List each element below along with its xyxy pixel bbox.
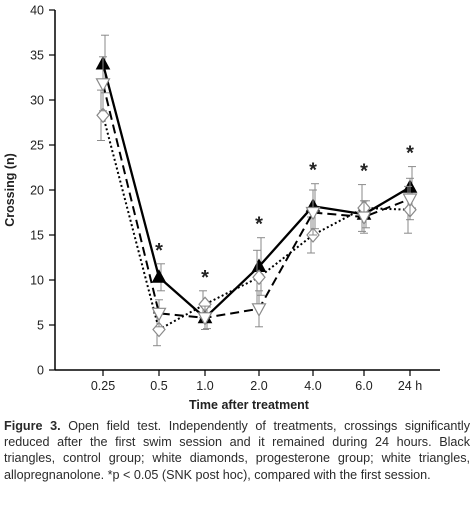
- y-tick-label: 30: [30, 94, 44, 108]
- x-tick-label: 4.0: [304, 379, 321, 393]
- x-tick-label: 0.5: [150, 379, 167, 393]
- data-point-triangle-down: [356, 211, 372, 226]
- data-point-triangle-up: [151, 269, 167, 283]
- x-axis-label: Time after treatment: [189, 398, 310, 412]
- y-axis-label: Crossing (n): [3, 153, 17, 227]
- significance-asterisk: *: [309, 160, 317, 182]
- series-open-triangle-down: [95, 56, 418, 330]
- crossing-line-chart: 0 5 10 15 20 25 30 35 40 0.25 0.5 1.0 2.0 4.0 6.0 24 h…: [3, 4, 440, 412]
- data-point-diamond: [96, 107, 110, 124]
- y-axis-ticks: 0 5 10 15 20 25 30 35 40: [30, 4, 55, 378]
- data-point-triangle-down: [251, 303, 267, 318]
- x-tick-label: 6.0: [355, 379, 372, 393]
- data-point-triangle-down: [402, 193, 418, 208]
- data-point-triangle-down: [305, 206, 321, 221]
- data-point-triangle-down: [151, 307, 167, 322]
- y-tick-label: 25: [30, 139, 44, 153]
- x-tick-label: 24 h: [398, 379, 422, 393]
- data-point-triangle-down: [95, 78, 111, 93]
- x-tick-label: 2.0: [250, 379, 267, 393]
- y-tick-label: 35: [30, 49, 44, 63]
- data-point-triangle-down: [197, 312, 213, 327]
- x-tick-label: 0.25: [91, 379, 115, 393]
- data-point-diamond: [252, 269, 266, 286]
- significance-asterisk: *: [155, 240, 163, 262]
- x-tick-label: 1.0: [196, 379, 213, 393]
- caption-label: Figure 3.: [4, 419, 61, 433]
- y-tick-label: 5: [37, 319, 44, 333]
- figure-caption: Figure 3. Open field test. Independently…: [4, 418, 470, 483]
- y-tick-label: 0: [37, 364, 44, 378]
- y-tick-label: 15: [30, 229, 44, 243]
- caption-text: Open field test. Independently of treatm…: [4, 419, 471, 482]
- y-tick-label: 40: [30, 4, 44, 18]
- significance-asterisk: *: [255, 214, 263, 236]
- y-tick-label: 10: [30, 274, 44, 288]
- significance-asterisk: *: [406, 143, 414, 165]
- significance-asterisk: *: [201, 267, 209, 289]
- y-tick-label: 20: [30, 184, 44, 198]
- series-group: [95, 34, 418, 347]
- x-axis-ticks: 0.25 0.5 1.0 2.0 4.0 6.0 24 h: [91, 370, 422, 393]
- significance-annotations: * * * * * *: [155, 143, 414, 289]
- significance-asterisk: *: [360, 161, 368, 183]
